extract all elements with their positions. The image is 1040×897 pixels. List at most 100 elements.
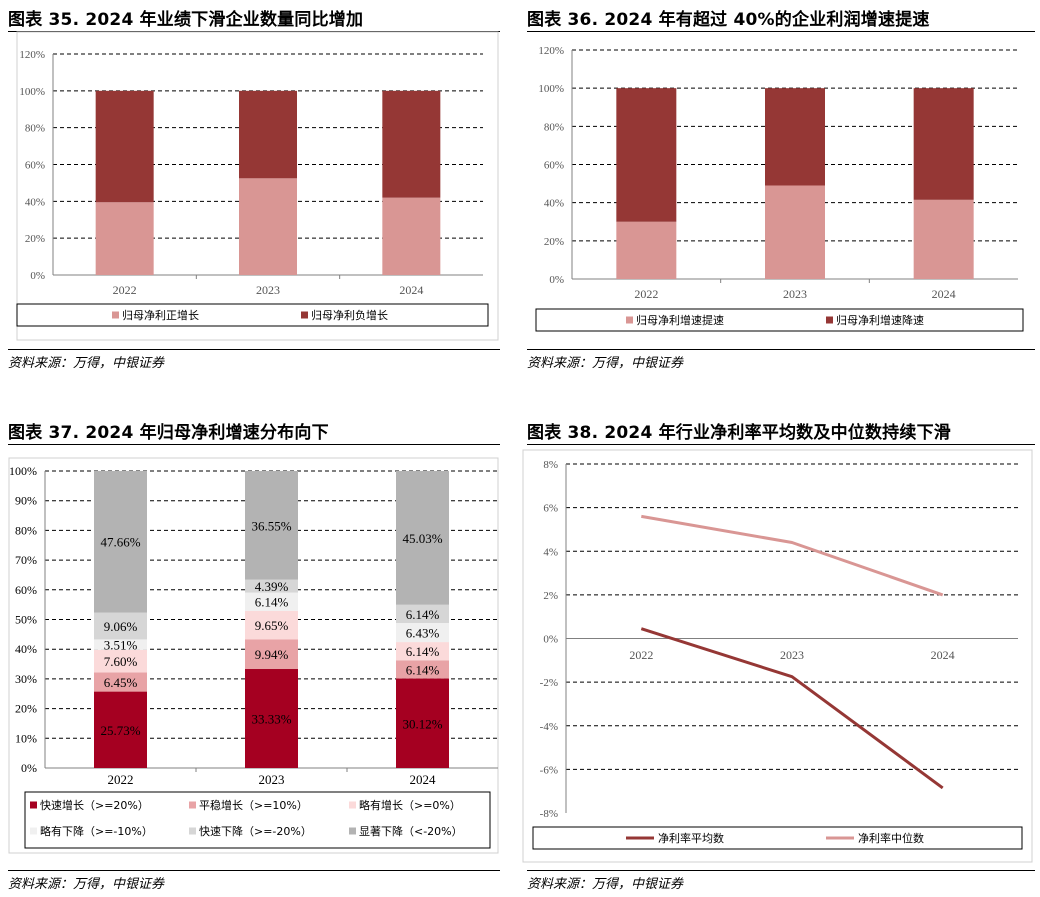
fig37-bar-segment <box>245 669 298 768</box>
fig37-bar-segment <box>396 622 449 643</box>
figure-37-source: 资料来源：万得，中银证券 <box>8 877 165 892</box>
fig37-data-label: 9.06% <box>104 619 138 634</box>
fig37-y-tick-label: 90% <box>15 494 37 508</box>
fig36-y-tick-label: 60% <box>544 160 564 172</box>
fig38-y-tick-label: 2% <box>543 590 558 602</box>
figure-35-source-rule <box>8 349 500 350</box>
fig37-chart-frame <box>8 457 499 854</box>
fig37-bar-segment <box>245 592 298 611</box>
fig37-bar-segment <box>245 579 298 593</box>
fig35-x-tick-label: 2023 <box>256 283 280 297</box>
fig37-data-label: 6.43% <box>406 626 440 641</box>
fig35-legend-box <box>16 303 489 327</box>
fig37-legend-swatch <box>30 827 37 835</box>
fig37-bar-segment <box>245 471 298 580</box>
fig38-x-tick-label: 2024 <box>931 648 955 662</box>
fig37-legend-swatch <box>349 827 356 835</box>
fig37-legend-label: 平稳增长（>=10%） <box>199 798 308 812</box>
fig35-bar-segment <box>239 178 297 275</box>
fig37-legend-label: 略有下降（>=-10%） <box>40 824 153 838</box>
figure-36-title: 图表 36. 2024 年有超过 40%的企业利润增速提速 <box>527 10 930 30</box>
fig35-legend-swatch <box>301 311 308 319</box>
fig36-y-tick-label: 0% <box>549 274 564 286</box>
fig37-data-label: 33.33% <box>251 712 291 727</box>
fig37-legend-label: 快速增长（>=20%） <box>40 798 149 812</box>
fig38-legend-label: 净利率平均数 <box>658 831 724 845</box>
fig36-legend-label: 归母净利增速提速 <box>636 313 724 327</box>
fig36-x-tick-label: 2024 <box>932 287 956 301</box>
fig37-legend-swatch <box>189 827 196 835</box>
fig37-bar-segment <box>396 471 449 605</box>
fig36-legend-swatch <box>626 316 633 324</box>
fig37-legend-box <box>24 791 491 849</box>
fig38-x-tick-label: 2023 <box>780 648 804 662</box>
fig37-data-label: 47.66% <box>100 535 140 550</box>
fig37-bar-segment <box>94 649 147 673</box>
fig36-bar-segment <box>913 199 974 279</box>
fig37-legend-label: 快速下降（>=-20%） <box>199 824 312 838</box>
fig37-y-tick-label: 70% <box>15 553 37 567</box>
fig38-y-tick-label: 6% <box>543 503 558 515</box>
fig38-series-line <box>640 627 944 790</box>
fig37-bar-segment <box>396 604 449 623</box>
figure-38-source: 资料来源：万得，中银证券 <box>527 877 684 892</box>
fig36-bar-segment <box>616 88 677 222</box>
fig37-y-tick-label: 30% <box>15 672 37 686</box>
fig37-data-label: 36.55% <box>251 518 291 533</box>
fig37-data-label: 6.14% <box>406 662 440 677</box>
fig35-x-tick-label: 2022 <box>113 283 137 297</box>
fig37-legend-swatch <box>349 801 356 809</box>
fig36-x-tick-label: 2022 <box>634 287 658 301</box>
figure-35-source: 资料来源：万得，中银证券 <box>8 356 165 371</box>
fig35-y-tick-label: 0% <box>30 270 45 282</box>
figure-37-title: 图表 37. 2024 年归母净利增速分布向下 <box>8 423 329 443</box>
fig38-y-tick-label: 4% <box>543 546 558 558</box>
figure-36-source: 资料来源：万得，中银证券 <box>527 356 684 371</box>
fig35-bar-segment <box>382 90 441 198</box>
fig35-x-tick-label: 2024 <box>399 283 423 297</box>
fig37-legend-label: 略有增长（>=0%） <box>359 798 461 812</box>
fig36-bar-segment <box>913 88 974 200</box>
fig36-legend-swatch <box>826 316 833 324</box>
fig35-bar-segment <box>95 202 154 275</box>
fig37-bar-segment <box>94 470 147 613</box>
fig37-data-label: 6.14% <box>406 644 440 659</box>
fig37-data-label: 9.65% <box>255 618 289 633</box>
fig37-data-label: 25.73% <box>100 723 140 738</box>
fig36-y-tick-label: 80% <box>544 121 564 133</box>
fig35-y-tick-label: 20% <box>25 233 45 245</box>
fig37-bar-segment <box>245 610 298 640</box>
figure-38-title-rule <box>527 444 1035 445</box>
fig36-bar-segment <box>616 221 677 279</box>
figure-38-source-rule <box>527 870 1035 871</box>
fig36-bar-segment <box>765 88 825 186</box>
fig37-bar-segment <box>94 691 147 768</box>
fig37-y-tick-label: 20% <box>15 702 37 716</box>
fig36-y-tick-label: 100% <box>538 83 564 95</box>
fig37-y-tick-label: 0% <box>21 761 37 775</box>
fig37-legend-swatch <box>30 801 37 809</box>
fig37-data-label: 4.39% <box>255 579 289 594</box>
fig37-x-tick-label: 2023 <box>259 772 285 787</box>
fig37-legend-label: 显著下降（<-20%） <box>359 824 463 838</box>
figure-38-title: 图表 38. 2024 年行业净利率平均数及中位数持续下滑 <box>527 423 951 443</box>
fig35-bar-segment <box>239 90 297 179</box>
figure-37-source-rule <box>8 870 500 871</box>
fig35-y-tick-label: 40% <box>25 196 45 208</box>
fig38-legend-box <box>532 826 1023 850</box>
fig35-legend-swatch <box>112 311 119 319</box>
fig35-y-tick-label: 120% <box>19 49 45 61</box>
fig36-y-tick-label: 120% <box>538 45 564 57</box>
fig35-chart-frame <box>16 31 499 341</box>
fig37-x-tick-label: 2024 <box>410 772 437 787</box>
fig37-y-tick-label: 10% <box>15 731 37 745</box>
fig35-bar-segment <box>382 197 441 275</box>
figure-37-title-rule <box>8 444 500 445</box>
fig37-bar-segment <box>245 639 298 670</box>
fig38-y-tick-label: -2% <box>540 677 558 689</box>
fig36-x-tick-label: 2023 <box>783 287 807 301</box>
fig35-y-tick-label: 80% <box>25 123 45 135</box>
fig38-series-line <box>641 514 944 597</box>
fig37-y-tick-label: 60% <box>15 583 37 597</box>
fig37-y-tick-label: 50% <box>15 613 37 627</box>
